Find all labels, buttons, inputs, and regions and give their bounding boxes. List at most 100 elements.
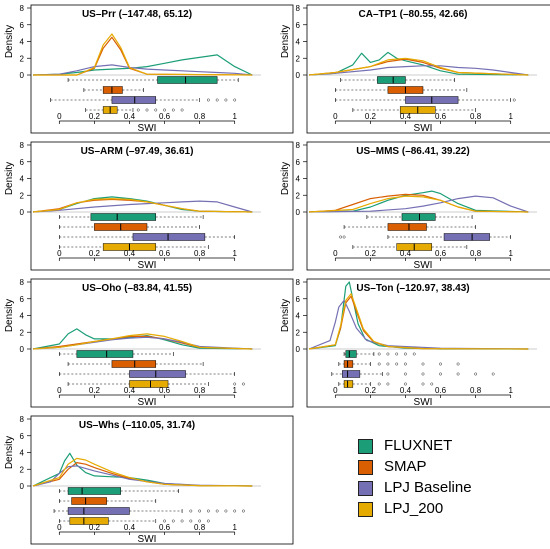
density-curve-lpj-baseline [308, 195, 529, 213]
x-tick-label: 0.4 [400, 386, 412, 395]
outlier-lpj-200 [198, 519, 202, 523]
density-curve-lpj-baseline [32, 465, 253, 487]
y-tick-label: 6 [20, 21, 25, 30]
y-tick-label: 4 [20, 312, 25, 321]
y-axis-label: Density [4, 299, 15, 332]
x-tick-label: 0.8 [470, 112, 482, 121]
x-tick-label: 0.2 [365, 112, 377, 121]
x-axis-label: SWI [138, 397, 157, 408]
box-smap [343, 360, 354, 368]
x-tick-label: 0.4 [124, 523, 136, 532]
outlier-fluxnet [404, 352, 407, 356]
outlier-lpj-200 [404, 382, 407, 386]
box-lpj-baseline [111, 96, 157, 104]
outlier-lpj-baseline [342, 235, 346, 239]
legend-item-lpj-baseline: LPJ Baseline [358, 478, 538, 499]
box-fluxnet [345, 350, 357, 358]
y-tick-label: 4 [296, 312, 301, 321]
outlier-lpj-baseline [215, 509, 219, 513]
x-tick-label: 0.4 [124, 386, 136, 395]
y-tick-label: 2 [20, 191, 25, 200]
y-tick-label: 2 [296, 191, 301, 200]
box-fluxnet [377, 76, 406, 84]
x-tick-label: 0 [333, 249, 338, 258]
y-tick-label: 2 [20, 465, 25, 474]
outlier-smap [404, 362, 407, 366]
outlier-lpj-200 [136, 108, 140, 112]
x-tick-label: 0.4 [400, 249, 412, 258]
density-curve-lpj-200 [308, 57, 529, 76]
outlier-lpj-200 [154, 108, 158, 112]
y-tick-label: 8 [296, 4, 301, 13]
x-tick-label: 0 [333, 386, 338, 395]
y-axis-label: Density [280, 299, 291, 332]
x-tick-label: 0.6 [159, 249, 171, 258]
x-tick-label: 0 [57, 523, 62, 532]
outlier-lpj-200 [421, 382, 425, 386]
x-tick-label: 0.8 [194, 249, 206, 258]
x-tick-label: 0.8 [194, 386, 206, 395]
box-lpj-baseline [67, 507, 130, 515]
outlier-lpj-baseline [215, 98, 219, 102]
x-tick-label: 0.2 [89, 112, 101, 121]
panel-us-whs-110-05-31-74: US–Whs (–110.05, 31.74) 0 2 4 6 8 Density 0 0.2 0… [4, 415, 294, 545]
density-curve-lpj-baseline [32, 336, 253, 350]
panel-ca-tp1-80-55-42-66: CA–TP1 (–80.55, 42.66) 0 2 4 6 8 Density 0 0.2 0.… [280, 4, 550, 134]
outlier-lpj-200 [171, 108, 175, 112]
outlier-lpj-200 [386, 382, 390, 386]
panel-frame [306, 278, 550, 408]
legend-swatch-lpj-200 [358, 502, 373, 517]
y-tick-label: 0 [20, 345, 25, 354]
density-curve-lpj-200 [32, 198, 253, 213]
x-tick-label: 0.6 [159, 523, 171, 532]
y-tick-label: 6 [296, 158, 301, 167]
outlier-smap [395, 362, 399, 366]
density-curve-fluxnet [308, 51, 529, 76]
x-axis-label: SWI [138, 123, 157, 134]
outlier-lpj-baseline [233, 98, 237, 102]
outlier-fluxnet [377, 352, 381, 356]
y-tick-label: 2 [20, 54, 25, 63]
y-tick-label: 6 [296, 21, 301, 30]
box-smap [102, 86, 123, 94]
box-lpj-200 [343, 380, 354, 388]
panel-title: US–MMS (–86.41, 39.22) [356, 146, 469, 157]
outlier-lpj-200 [145, 108, 149, 112]
panel-us-oho-83-84-41-55: US–Oho (–83.84, 41.55) 0 2 4 6 8 Density 0 0.2 0.… [4, 278, 294, 408]
density-curve-fluxnet [308, 190, 529, 213]
x-tick-label: 0.6 [159, 386, 171, 395]
outlier-lpj-200 [206, 519, 210, 523]
legend-item-smap: SMAP [358, 457, 538, 478]
legend-label-fluxnet: FLUXNET [384, 437, 453, 454]
density-curve-lpj-200 [308, 195, 529, 213]
outlier-lpj-200 [163, 519, 166, 523]
density-curve-lpj-200 [32, 333, 253, 350]
x-tick-label: 1 [232, 523, 237, 532]
x-tick-label: 1 [508, 249, 513, 258]
y-axis-label: Density [280, 162, 291, 195]
y-tick-label: 4 [296, 175, 301, 184]
y-tick-label: 0 [20, 482, 25, 491]
y-tick-label: 6 [20, 158, 25, 167]
y-tick-label: 8 [20, 4, 25, 13]
legend-swatch-smap [358, 460, 373, 475]
y-tick-label: 8 [296, 141, 301, 150]
legend-swatch-fluxnet [358, 439, 373, 454]
x-tick-label: 0.8 [194, 112, 206, 121]
panel-us-prr-147-48-65-12: US–Prr (–147.48, 65.12) 0 2 4 6 8 Density 0 0.2 0… [4, 4, 294, 134]
outlier-smap [456, 362, 460, 366]
y-tick-label: 6 [20, 432, 25, 441]
x-tick-label: 0.4 [124, 112, 136, 121]
density-curve-lpj-200 [32, 457, 253, 487]
outlier-lpj-200 [189, 519, 193, 523]
y-tick-label: 6 [20, 295, 25, 304]
panel-us-ton-120-97-38-43: US–Ton (–120.97, 38.43) 0 2 4 6 8 Density 0 0.2 0… [280, 278, 550, 408]
y-tick-label: 2 [296, 328, 301, 337]
outlier-lpj-baseline [404, 372, 407, 376]
outlier-lpj-baseline [421, 372, 425, 376]
density-curve-lpj-baseline [308, 299, 529, 350]
x-tick-label: 0.6 [159, 112, 171, 121]
outlier-lpj-200 [377, 382, 381, 386]
x-tick-label: 0 [57, 112, 62, 121]
x-tick-label: 0.6 [435, 386, 447, 395]
